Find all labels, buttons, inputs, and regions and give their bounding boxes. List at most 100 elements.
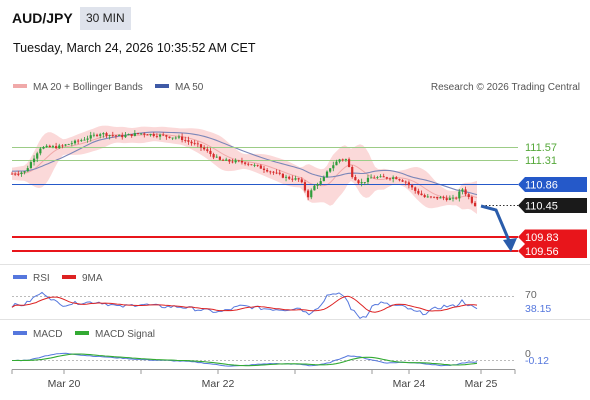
candle-body <box>221 159 225 161</box>
candle-body <box>395 177 398 180</box>
rsi-level-label: 70 <box>525 289 537 301</box>
candle-body <box>388 178 392 180</box>
candle-body <box>329 168 332 172</box>
macd-line <box>12 352 478 367</box>
candle-body <box>344 159 347 161</box>
candle-body <box>73 140 77 144</box>
chart-datetime: Tuesday, March 24, 2026 10:35:52 AM CET <box>13 41 256 55</box>
candle-body <box>215 156 218 158</box>
candle-body <box>130 134 133 136</box>
rsi-line <box>11 291 478 319</box>
candle-body <box>102 133 105 135</box>
candle-body <box>39 148 42 154</box>
candle-body <box>152 134 155 136</box>
candle-body <box>303 182 307 191</box>
candle-body <box>338 159 341 162</box>
candle-body <box>162 134 165 136</box>
candle-body <box>10 173 14 175</box>
candle-body <box>105 133 108 136</box>
candle-body <box>404 181 407 183</box>
timeframe-button[interactable]: 30 MIN <box>80 7 131 30</box>
candle-body <box>124 135 127 138</box>
candle-body <box>26 168 29 172</box>
candle-body <box>275 172 278 174</box>
candle-body <box>146 134 149 136</box>
candle-body <box>80 140 83 142</box>
label-109-83: 109.83 <box>525 232 559 244</box>
pivot-tag <box>518 177 587 192</box>
candle-body <box>294 178 297 180</box>
x-label-mar25: Mar 25 <box>465 378 498 390</box>
candle-body <box>250 164 253 166</box>
candles <box>10 130 477 207</box>
candle-body <box>439 197 442 199</box>
candle-body <box>165 135 168 137</box>
candle-body <box>240 160 244 163</box>
legend-swatch-rsi <box>13 275 27 279</box>
candle-body <box>190 141 193 144</box>
candle-body <box>470 197 473 203</box>
candle-body <box>278 172 281 174</box>
candle-body <box>256 164 259 166</box>
x-label-mar22: Mar 22 <box>202 378 235 390</box>
price-legend: MA 20 + Bollinger Bands MA 50 Research ©… <box>13 82 580 93</box>
support-tag-2 <box>518 244 587 258</box>
ma20-line <box>11 133 478 199</box>
candle-body <box>231 161 234 163</box>
candle-body <box>351 167 354 178</box>
candle-body <box>266 169 269 172</box>
candle-body <box>203 147 206 150</box>
candle-body <box>392 177 395 179</box>
candle-body <box>426 196 429 198</box>
candle-body <box>55 146 58 149</box>
candle-body <box>458 191 461 199</box>
candle-body <box>357 180 360 184</box>
candle-body <box>111 135 114 136</box>
candle-body <box>118 135 121 136</box>
candle-body <box>300 179 303 183</box>
candle-body <box>42 146 45 149</box>
candle-body <box>14 173 17 175</box>
candle-body <box>95 134 99 136</box>
legend-label-ma50: MA 50 <box>175 82 204 93</box>
candle-body <box>363 182 366 183</box>
candle-body <box>127 134 130 136</box>
candle-body <box>168 136 171 138</box>
candle-body <box>473 202 477 206</box>
candle-body <box>366 177 370 183</box>
candle-body <box>48 145 51 148</box>
bollinger-band <box>12 125 477 214</box>
candle-body <box>17 174 20 175</box>
label-111-31: 111.31 <box>525 155 557 167</box>
candle-body <box>187 140 190 142</box>
x-label-mar20: Mar 20 <box>48 378 81 390</box>
forecast-arrowhead <box>503 238 517 252</box>
candle-body <box>259 165 262 169</box>
candle-body <box>247 163 250 165</box>
rsi-value-label: 38.15 <box>525 303 551 315</box>
candle-body <box>423 195 426 198</box>
label-111-57: 111.57 <box>525 142 557 154</box>
candle-body <box>29 162 32 169</box>
label-110-86: 110.86 <box>525 180 558 192</box>
candle-body <box>291 178 294 180</box>
candle-body <box>410 185 414 188</box>
candle-body <box>184 140 187 141</box>
candle-body <box>70 143 73 145</box>
candle-body <box>177 136 181 138</box>
candle-body <box>451 197 455 199</box>
candle-body <box>420 193 423 196</box>
macd-legend: MACD MACD Signal <box>13 329 155 340</box>
candle-body <box>212 154 215 158</box>
candle-body <box>23 171 26 173</box>
candle-body <box>442 197 445 199</box>
candle-body <box>64 144 67 146</box>
candle-body <box>382 176 385 178</box>
candle-body <box>83 139 86 141</box>
candle-body <box>307 190 310 198</box>
candle-body <box>199 144 203 148</box>
candle-body <box>281 173 284 178</box>
x-label-mar24: Mar 24 <box>393 378 426 390</box>
candle-body <box>429 196 433 198</box>
candle-body <box>335 161 338 166</box>
